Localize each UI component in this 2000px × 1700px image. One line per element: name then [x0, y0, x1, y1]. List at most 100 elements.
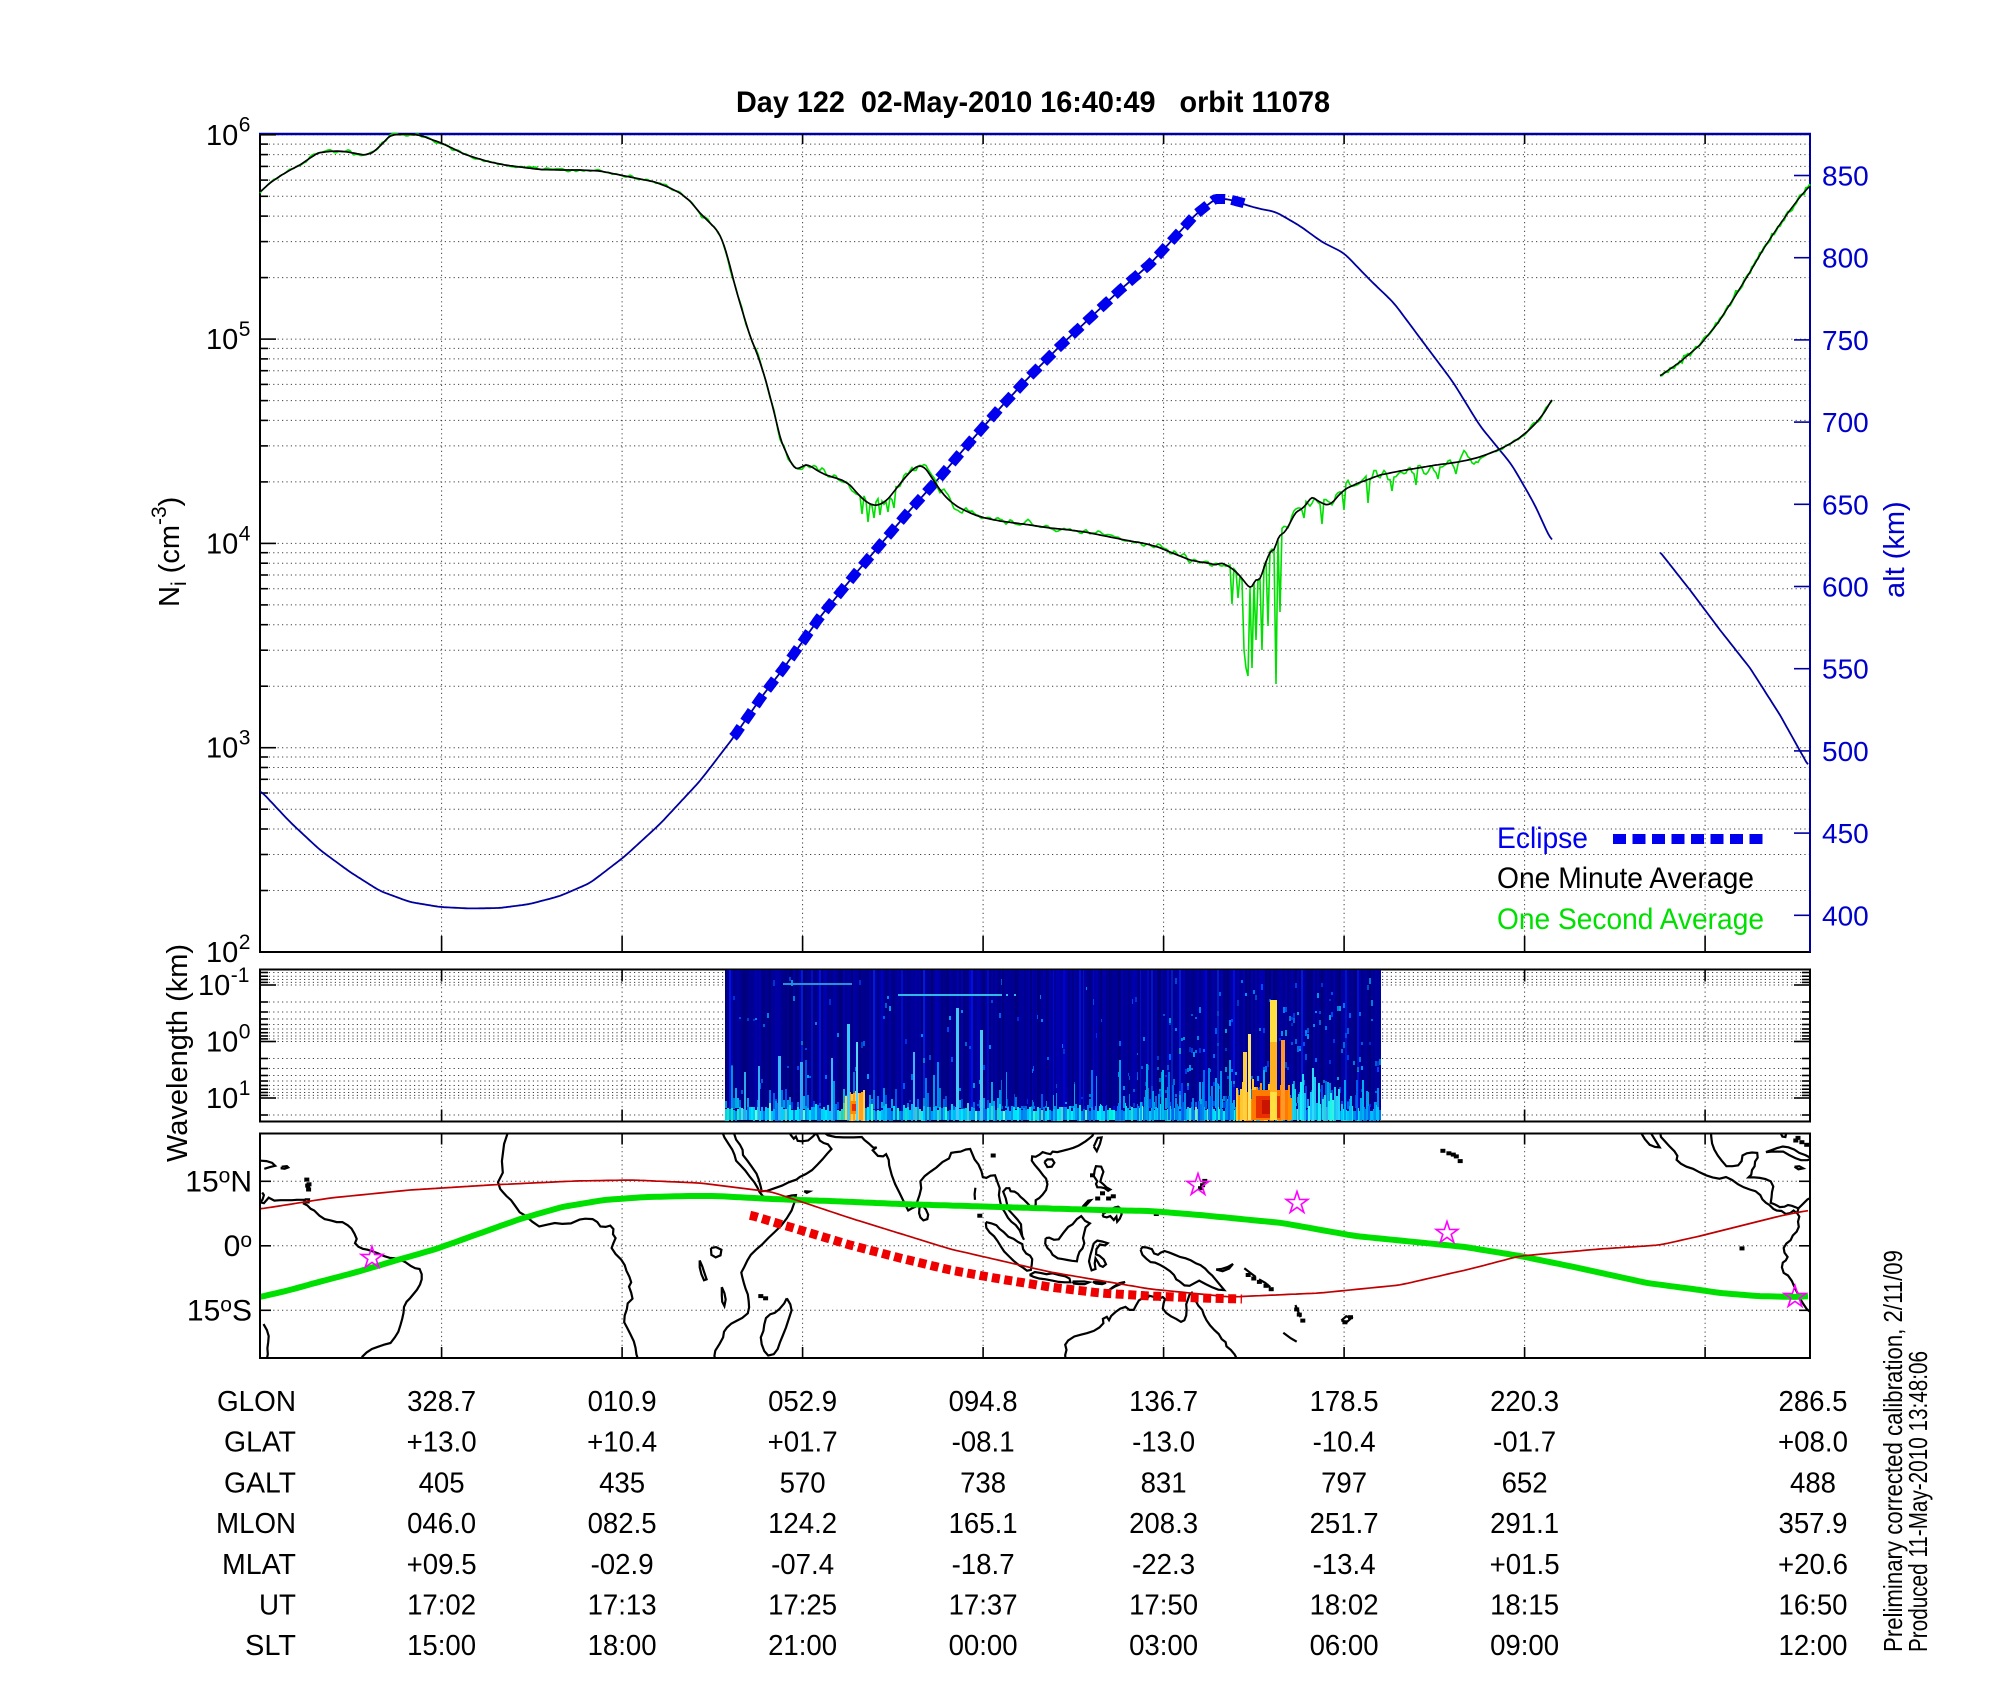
svg-text:03:00: 03:00	[1129, 1630, 1198, 1662]
svg-text:09:00: 09:00	[1490, 1630, 1559, 1662]
svg-text:15:00: 15:00	[407, 1630, 476, 1662]
svg-text:Ni (cm-3): Ni (cm-3)	[148, 497, 191, 607]
svg-text:Preliminary corrected calibrat: Preliminary corrected calibration, 2/11/…	[1878, 1250, 1908, 1652]
svg-text:800: 800	[1822, 243, 1869, 274]
svg-text:17:50: 17:50	[1129, 1590, 1198, 1622]
svg-text:-08.1: -08.1	[952, 1427, 1015, 1459]
svg-text:208.3: 208.3	[1129, 1508, 1198, 1540]
svg-text:251.7: 251.7	[1310, 1508, 1379, 1540]
svg-text:SLT: SLT	[245, 1630, 296, 1662]
svg-text:17:13: 17:13	[588, 1590, 657, 1622]
svg-text:17:37: 17:37	[949, 1590, 1018, 1622]
svg-text:15oS: 15oS	[187, 1293, 252, 1327]
svg-text:700: 700	[1822, 407, 1869, 438]
svg-text:12:00: 12:00	[1779, 1630, 1848, 1662]
svg-text:10: 10	[198, 970, 230, 1002]
svg-text:10: 10	[206, 1027, 238, 1059]
svg-text:GLAT: GLAT	[224, 1427, 296, 1459]
svg-text:-10.4: -10.4	[1313, 1427, 1376, 1459]
svg-text:-02.9: -02.9	[591, 1549, 654, 1581]
svg-text:10: 10	[206, 937, 238, 969]
svg-text:286.5: 286.5	[1779, 1386, 1848, 1418]
svg-text:5: 5	[239, 318, 251, 341]
svg-text:850: 850	[1822, 161, 1869, 192]
svg-text:450: 450	[1822, 818, 1869, 849]
svg-text:18:00: 18:00	[588, 1630, 657, 1662]
svg-text:MLON: MLON	[216, 1508, 296, 1540]
svg-text:4: 4	[239, 522, 251, 545]
svg-text:652: 652	[1502, 1467, 1548, 1499]
svg-text:+13.0: +13.0	[407, 1427, 477, 1459]
svg-text:178.5: 178.5	[1310, 1386, 1379, 1418]
svg-text:-13.0: -13.0	[1132, 1427, 1195, 1459]
svg-text:Wavelength (km): Wavelength (km)	[162, 944, 194, 1162]
svg-text:-01.7: -01.7	[1493, 1427, 1556, 1459]
svg-text:10: 10	[206, 324, 238, 356]
svg-text:17:25: 17:25	[768, 1590, 837, 1622]
svg-text:400: 400	[1822, 900, 1869, 931]
svg-text:UT: UT	[259, 1590, 296, 1622]
svg-text:10: 10	[206, 528, 238, 560]
svg-text:220.3: 220.3	[1490, 1386, 1559, 1418]
svg-text:0: 0	[239, 1021, 251, 1044]
svg-text:650: 650	[1822, 489, 1869, 520]
svg-text:6: 6	[239, 114, 251, 137]
svg-text:10: 10	[206, 1083, 238, 1115]
svg-text:738: 738	[960, 1467, 1006, 1499]
svg-text:MLAT: MLAT	[222, 1549, 296, 1581]
svg-text:10: 10	[206, 120, 238, 152]
svg-text:21:00: 21:00	[768, 1630, 837, 1662]
svg-text:328.7: 328.7	[407, 1386, 476, 1418]
svg-text:600: 600	[1822, 572, 1869, 603]
svg-text:-22.3: -22.3	[1132, 1549, 1195, 1581]
svg-text:094.8: 094.8	[949, 1386, 1018, 1418]
svg-text:+09.5: +09.5	[407, 1549, 477, 1581]
svg-text:GALT: GALT	[224, 1467, 296, 1499]
svg-text:16:50: 16:50	[1779, 1590, 1848, 1622]
svg-text:GLON: GLON	[217, 1386, 296, 1418]
svg-text:435: 435	[599, 1467, 645, 1499]
svg-text:550: 550	[1822, 654, 1869, 685]
svg-text:Day 122 02-May-2010 16:40:49: Day 122 02-May-2010 16:40:49 orbit 11078	[736, 86, 1330, 119]
svg-text:06:00: 06:00	[1310, 1630, 1379, 1662]
svg-text:797: 797	[1321, 1467, 1367, 1499]
svg-text:1: 1	[239, 1077, 251, 1100]
svg-text:17:02: 17:02	[407, 1590, 476, 1622]
svg-text:Produced 11-May-2010 13:48:06: Produced 11-May-2010 13:48:06	[1903, 1351, 1933, 1652]
svg-text:-1: -1	[231, 964, 250, 987]
svg-text:831: 831	[1141, 1467, 1187, 1499]
svg-text:124.2: 124.2	[768, 1508, 837, 1540]
svg-text:alt (km): alt (km)	[1879, 501, 1911, 598]
svg-text:357.9: 357.9	[1779, 1508, 1848, 1540]
svg-text:2: 2	[239, 931, 251, 954]
svg-text:500: 500	[1822, 736, 1869, 767]
svg-text:+10.4: +10.4	[587, 1427, 657, 1459]
svg-text:Eclipse: Eclipse	[1497, 822, 1588, 855]
svg-text:3: 3	[239, 727, 251, 750]
svg-text:One Minute Average: One Minute Average	[1497, 862, 1754, 895]
svg-text:+20.6: +20.6	[1778, 1549, 1848, 1581]
svg-text:15oN: 15oN	[185, 1164, 252, 1198]
svg-text:010.9: 010.9	[588, 1386, 657, 1418]
svg-text:750: 750	[1822, 325, 1869, 356]
svg-text:405: 405	[419, 1467, 465, 1499]
svg-text:0o: 0o	[224, 1229, 252, 1263]
svg-text:-18.7: -18.7	[952, 1549, 1015, 1581]
svg-text:One Second Average: One Second Average	[1497, 903, 1764, 936]
svg-text:046.0: 046.0	[407, 1508, 476, 1540]
svg-text:-13.4: -13.4	[1313, 1549, 1376, 1581]
svg-text:10: 10	[206, 733, 238, 765]
svg-text:052.9: 052.9	[768, 1386, 837, 1418]
svg-text:00:00: 00:00	[949, 1630, 1018, 1662]
svg-text:+01.5: +01.5	[1490, 1549, 1560, 1581]
svg-text:291.1: 291.1	[1490, 1508, 1559, 1540]
svg-text:136.7: 136.7	[1129, 1386, 1198, 1418]
svg-text:165.1: 165.1	[949, 1508, 1018, 1540]
svg-text:570: 570	[780, 1467, 826, 1499]
svg-text:+08.0: +08.0	[1778, 1427, 1848, 1459]
svg-text:082.5: 082.5	[588, 1508, 657, 1540]
svg-text:+01.7: +01.7	[768, 1427, 838, 1459]
svg-text:18:15: 18:15	[1490, 1590, 1559, 1622]
svg-text:-07.4: -07.4	[771, 1549, 834, 1581]
svg-text:488: 488	[1790, 1467, 1836, 1499]
